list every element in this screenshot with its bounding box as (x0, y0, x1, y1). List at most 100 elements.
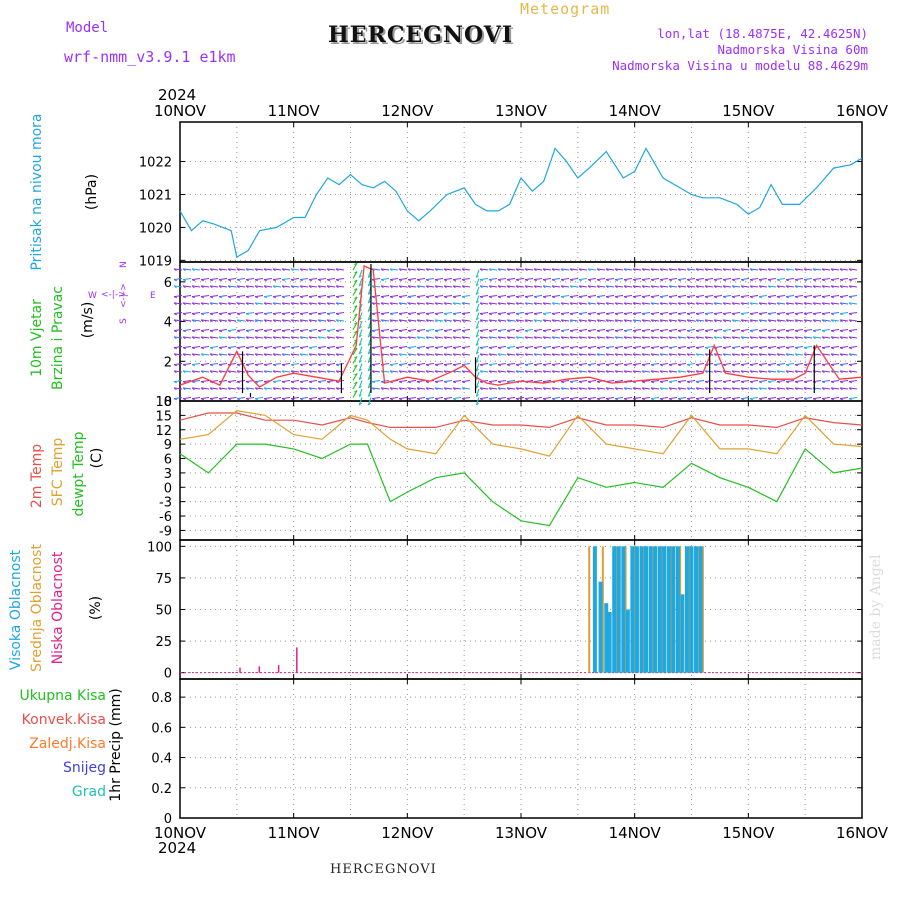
wind-arrowhead (443, 398, 448, 401)
mid-cloud-bar (697, 546, 700, 673)
wind-arrow (570, 345, 579, 349)
wind-arrow (588, 319, 597, 322)
wind-arrow (804, 268, 813, 271)
wind-arrowhead (686, 398, 691, 401)
wind-arrow (777, 345, 786, 349)
wind-arrowhead (614, 268, 618, 272)
wind-arrowhead (776, 353, 780, 357)
wind-arrow (228, 396, 237, 400)
wind-arrow (426, 396, 435, 400)
wind-arrow (795, 328, 804, 332)
wind-arrow (732, 277, 741, 281)
wind-arrowhead (677, 336, 681, 340)
wind-arrowhead (542, 370, 546, 374)
wind-arrow (795, 311, 804, 315)
wind-arrow (723, 285, 732, 288)
wind-arrowhead (367, 334, 371, 338)
wind-arrow (588, 268, 597, 271)
wind-arrowhead (713, 319, 717, 323)
wind-arrow (309, 387, 318, 390)
wind-arrowhead (542, 285, 546, 289)
wind-arrow (543, 345, 552, 349)
wind-arrow (840, 387, 849, 390)
wind-arrowhead (182, 364, 187, 367)
wind-arrowhead (803, 313, 808, 316)
wind-arrowhead (533, 302, 537, 306)
wind-arrow (309, 294, 318, 298)
wind-arrow (579, 379, 588, 383)
wind-arrow (534, 311, 543, 315)
wind-arrowhead (686, 353, 690, 357)
wind-arrowhead (335, 302, 339, 306)
wind-arrow (273, 311, 282, 315)
wind-arrow (750, 294, 759, 298)
wind-arrow (795, 345, 804, 349)
wind-arrowhead (380, 296, 385, 299)
wind-arrow (534, 336, 543, 339)
wind-arrow (282, 294, 291, 298)
wind-arrowhead (668, 296, 673, 299)
wind-arrowhead (191, 302, 195, 306)
wind-arrow (192, 362, 201, 366)
wind-arrowhead (299, 285, 303, 289)
wind-arrowhead (236, 347, 241, 350)
wind-arrow (399, 387, 408, 390)
wind-arrow (352, 390, 358, 398)
cloud-ytick-label: 0 (164, 667, 172, 682)
wind-arrowhead (614, 313, 619, 316)
precip-ytick-label: 0 (164, 812, 172, 827)
wind-arrow (552, 311, 561, 315)
wind-arrowhead (641, 285, 645, 289)
wind-arrow (795, 277, 804, 281)
wind-arrowhead (758, 302, 762, 306)
wind-arrowhead (839, 302, 843, 306)
wind-arrow (579, 277, 588, 281)
wind-arrowhead (488, 398, 493, 401)
wind-arrowhead (475, 334, 479, 338)
wind-arrowhead (182, 296, 187, 299)
wind-arrow (570, 311, 579, 315)
wind-arrow (318, 328, 327, 332)
wind-arrowhead (479, 347, 484, 350)
wind-arrow (822, 294, 831, 298)
wind-arrow (228, 370, 237, 373)
wind-arrow (399, 353, 408, 356)
wind-arrowhead (209, 381, 214, 384)
wind-arrow (210, 353, 219, 356)
wind-arrow (705, 285, 714, 288)
wind-arrow (237, 302, 246, 305)
wind-arrowhead (191, 347, 196, 350)
wind-arrow (597, 319, 606, 322)
mid-cloud-bar (624, 546, 627, 673)
wind-arrowhead (461, 302, 465, 306)
wind-arrow (237, 319, 246, 322)
wind-arrowhead (830, 319, 834, 323)
wind-arrow (507, 294, 516, 298)
wind-arrow (561, 336, 570, 339)
wind-arrow (462, 396, 471, 400)
wind-arrowhead (335, 364, 340, 367)
wind-arrowhead (569, 313, 574, 316)
wind-arrowhead (569, 268, 573, 272)
wind-arrow (687, 294, 696, 298)
wind-arrowhead (358, 343, 362, 346)
wind-arrowhead (452, 387, 456, 391)
wind-arrow (831, 345, 840, 349)
wind-arrowhead (182, 330, 187, 333)
wind-arrow (552, 268, 561, 271)
mid-cloud-bar (615, 546, 618, 673)
wind-arrow (804, 277, 813, 281)
wind-arrow (390, 328, 399, 332)
wind-arrow (723, 396, 732, 400)
wind-arrowhead (596, 302, 600, 306)
wind-arrow (201, 396, 210, 400)
wind-arrow (597, 362, 606, 366)
wind-arrowhead (326, 381, 331, 384)
pressure-ytick-label: 1019 (139, 254, 172, 269)
wind-arrow (759, 362, 768, 366)
wind-arrow (444, 268, 453, 271)
wind-arrow (750, 379, 759, 383)
wind-arrowhead (358, 283, 362, 287)
wind-arrow (705, 345, 714, 349)
wind-arrowhead (281, 387, 285, 391)
